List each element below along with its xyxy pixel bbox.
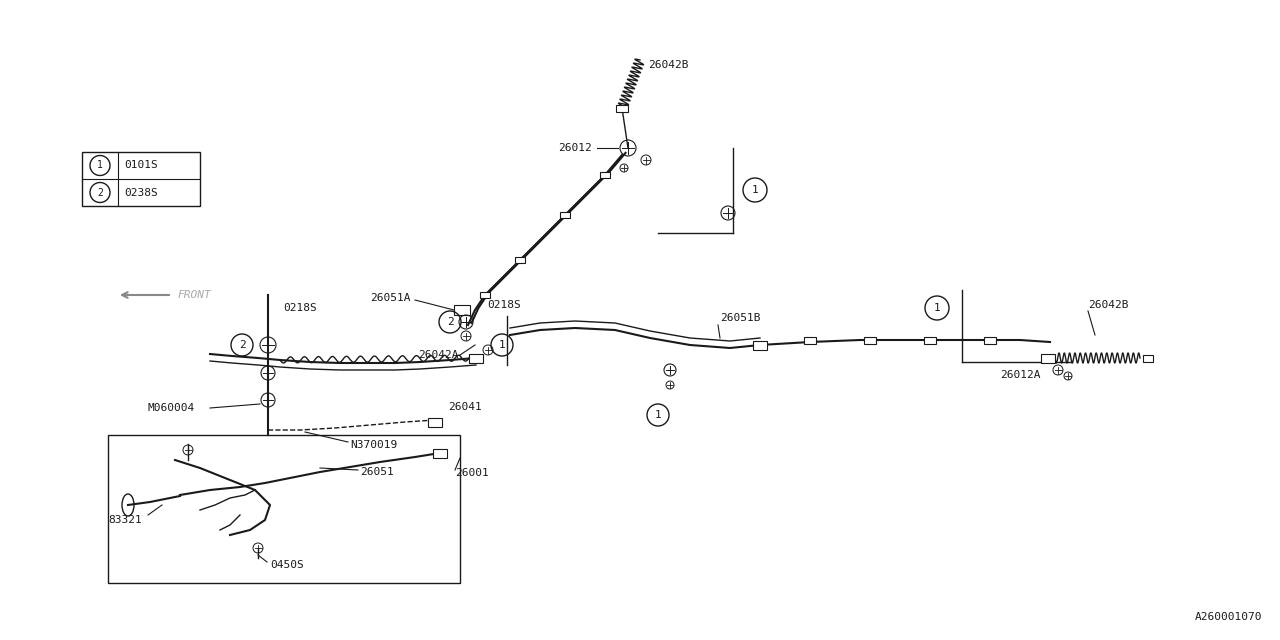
Text: 1: 1 xyxy=(933,303,941,313)
Bar xyxy=(864,337,876,344)
Text: 0238S: 0238S xyxy=(124,188,157,198)
Text: 0218S: 0218S xyxy=(486,300,521,310)
Bar xyxy=(616,104,628,111)
Text: 2: 2 xyxy=(447,317,453,327)
Text: 26012: 26012 xyxy=(558,143,591,153)
Text: 2: 2 xyxy=(97,188,102,198)
Bar xyxy=(468,353,483,362)
Bar xyxy=(82,152,200,206)
Bar xyxy=(600,172,611,178)
Text: 1: 1 xyxy=(499,340,506,350)
Bar xyxy=(108,435,460,583)
Text: 26042A: 26042A xyxy=(419,350,458,360)
Text: 26001: 26001 xyxy=(454,468,489,478)
Bar xyxy=(753,340,767,349)
Bar xyxy=(433,449,447,458)
Text: 26051: 26051 xyxy=(360,467,394,477)
Text: 0101S: 0101S xyxy=(124,161,157,170)
Bar xyxy=(561,212,570,218)
Text: A260001070: A260001070 xyxy=(1194,612,1262,622)
Bar xyxy=(924,337,936,344)
Text: FRONT: FRONT xyxy=(177,290,211,300)
Text: 2: 2 xyxy=(238,340,246,350)
Text: 26051B: 26051B xyxy=(719,313,760,323)
Text: 26051A: 26051A xyxy=(370,293,411,303)
Bar xyxy=(804,337,817,344)
Bar xyxy=(480,292,490,298)
Bar xyxy=(515,257,525,263)
Text: 26012A: 26012A xyxy=(1000,370,1041,380)
Text: N370019: N370019 xyxy=(349,440,397,450)
Text: 1: 1 xyxy=(654,410,662,420)
Bar xyxy=(454,305,470,315)
Text: 0450S: 0450S xyxy=(270,560,303,570)
Text: 83321: 83321 xyxy=(108,515,142,525)
Bar xyxy=(984,337,996,344)
Bar xyxy=(428,417,442,426)
Text: 1: 1 xyxy=(97,161,102,170)
Text: 26042B: 26042B xyxy=(1088,300,1129,310)
Text: 0218S: 0218S xyxy=(283,303,316,313)
Text: 26042B: 26042B xyxy=(648,60,689,70)
Text: 26041: 26041 xyxy=(448,402,481,412)
Text: 1: 1 xyxy=(751,185,758,195)
Text: M060004: M060004 xyxy=(148,403,196,413)
Bar xyxy=(1143,355,1153,362)
Bar xyxy=(1041,353,1055,362)
